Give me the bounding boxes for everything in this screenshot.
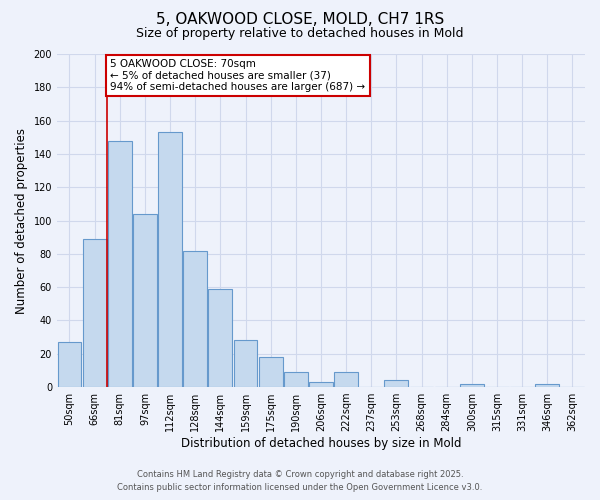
- Bar: [309, 382, 333, 387]
- Bar: [83, 239, 107, 387]
- Bar: [535, 384, 559, 387]
- Text: Size of property relative to detached houses in Mold: Size of property relative to detached ho…: [136, 28, 464, 40]
- Bar: [108, 140, 132, 387]
- Text: 5, OAKWOOD CLOSE, MOLD, CH7 1RS: 5, OAKWOOD CLOSE, MOLD, CH7 1RS: [156, 12, 444, 28]
- Bar: [208, 289, 232, 387]
- Y-axis label: Number of detached properties: Number of detached properties: [15, 128, 28, 314]
- Bar: [183, 250, 207, 387]
- Bar: [259, 357, 283, 387]
- Bar: [233, 340, 257, 387]
- Bar: [334, 372, 358, 387]
- Bar: [58, 342, 82, 387]
- Bar: [133, 214, 157, 387]
- Bar: [460, 384, 484, 387]
- Text: Contains HM Land Registry data © Crown copyright and database right 2025.
Contai: Contains HM Land Registry data © Crown c…: [118, 470, 482, 492]
- Bar: [385, 380, 409, 387]
- Text: 5 OAKWOOD CLOSE: 70sqm
← 5% of detached houses are smaller (37)
94% of semi-deta: 5 OAKWOOD CLOSE: 70sqm ← 5% of detached …: [110, 59, 365, 92]
- Bar: [284, 372, 308, 387]
- X-axis label: Distribution of detached houses by size in Mold: Distribution of detached houses by size …: [181, 437, 461, 450]
- Bar: [158, 132, 182, 387]
